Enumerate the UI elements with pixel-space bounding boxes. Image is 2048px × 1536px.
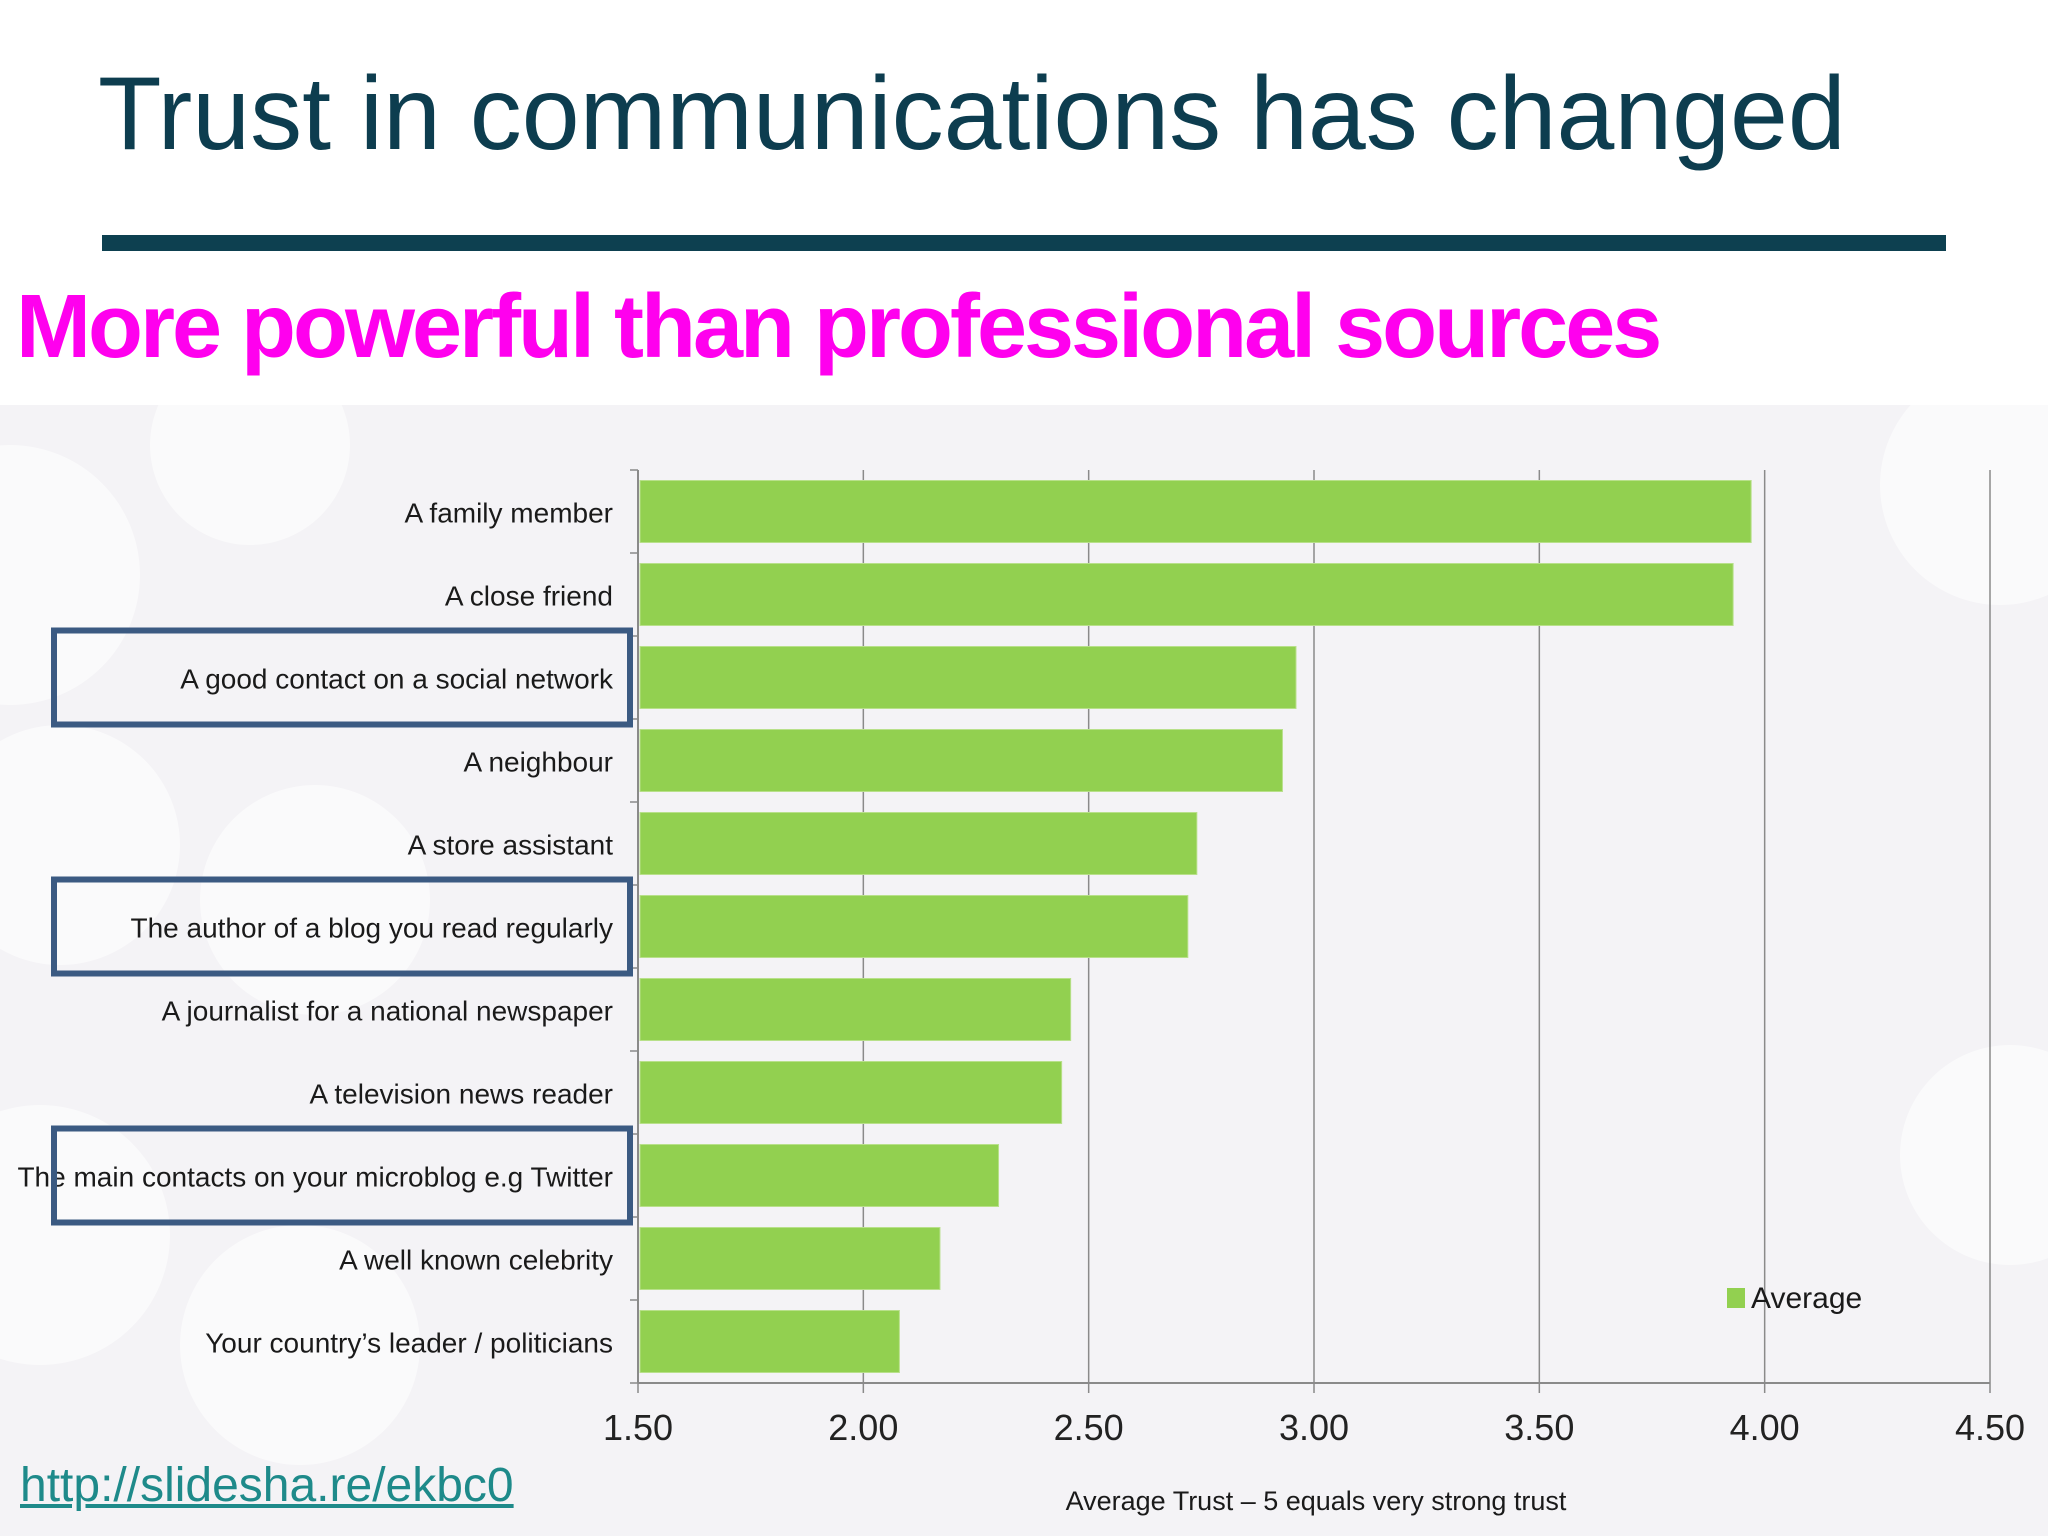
category-label: A store assistant xyxy=(408,830,614,861)
bar xyxy=(639,646,1297,709)
category-label: A well known celebrity xyxy=(339,1245,613,1276)
x-tick-label: 2.00 xyxy=(828,1407,898,1448)
bar xyxy=(639,480,1752,543)
legend-swatch xyxy=(1727,1288,1745,1308)
category-label: A neighbour xyxy=(464,747,613,778)
highlight-box xyxy=(51,627,633,728)
x-axis-title: Average Trust – 5 equals very strong tru… xyxy=(1066,1486,1567,1516)
category-label: The author of a blog you read regularly xyxy=(130,913,613,944)
slide-title: Trust in communications has changed xyxy=(98,56,1846,172)
category-label: A journalist for a national newspaper xyxy=(162,996,613,1027)
bar xyxy=(639,978,1072,1041)
legend-label: Average xyxy=(1751,1282,1862,1315)
source-link[interactable]: http://slidesha.re/ekbc0 xyxy=(20,1459,514,1512)
x-tick-label: 3.50 xyxy=(1504,1407,1574,1448)
category-label: A family member xyxy=(405,498,614,529)
background-bubble xyxy=(200,785,430,1015)
category-label: Your country’s leader / politicians xyxy=(205,1328,613,1359)
x-tick-label: 4.00 xyxy=(1730,1407,1800,1448)
category-label: A good contact on a social network xyxy=(180,664,614,695)
bar xyxy=(639,563,1734,626)
bar xyxy=(639,1310,900,1373)
bar xyxy=(639,812,1198,875)
background-bubble xyxy=(180,1225,420,1465)
bar xyxy=(639,1061,1063,1124)
bar xyxy=(639,1144,1000,1207)
bar xyxy=(639,895,1189,958)
highlight-box xyxy=(51,1125,633,1226)
category-label: A close friend xyxy=(445,581,613,612)
highlight-box xyxy=(51,876,633,977)
title-rule xyxy=(102,235,1946,251)
category-label: The main contacts on your microblog e.g … xyxy=(17,1162,613,1193)
x-tick-label: 4.50 xyxy=(1955,1407,2025,1448)
x-tick-label: 2.50 xyxy=(1054,1407,1124,1448)
x-tick-label: 1.50 xyxy=(603,1407,673,1448)
bar xyxy=(639,1227,941,1290)
category-label: A television news reader xyxy=(309,1079,613,1110)
slide-subtitle: More powerful than professional sources xyxy=(16,277,1662,377)
bar xyxy=(639,729,1283,792)
x-tick-label: 3.00 xyxy=(1279,1407,1349,1448)
